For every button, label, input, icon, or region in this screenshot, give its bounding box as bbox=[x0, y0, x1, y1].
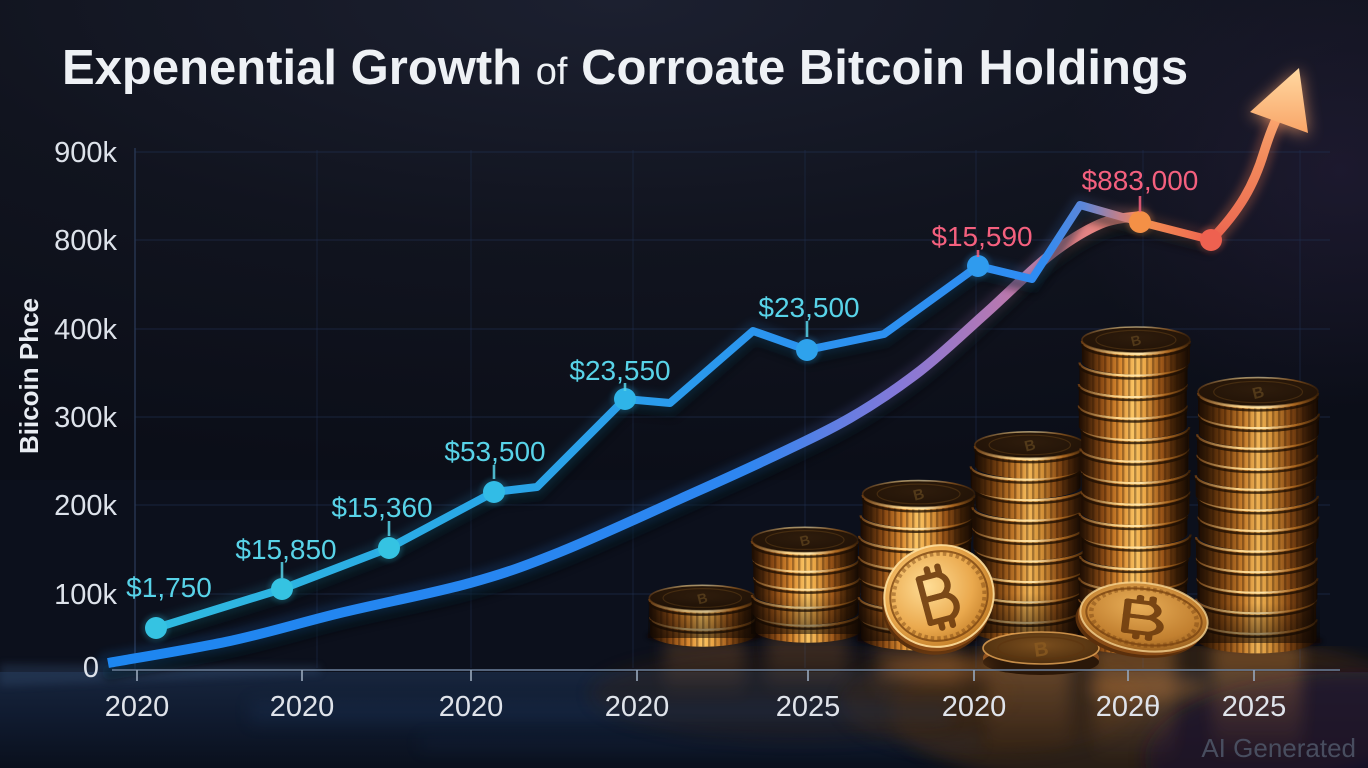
svg-text:$1,750: $1,750 bbox=[126, 572, 212, 603]
svg-text:300k: 300k bbox=[54, 402, 117, 434]
svg-text:$15,360: $15,360 bbox=[331, 492, 432, 523]
svg-text:400k: 400k bbox=[54, 314, 117, 346]
svg-text:B: B bbox=[798, 531, 812, 549]
svg-text:$23,500: $23,500 bbox=[758, 292, 859, 323]
svg-text:0: 0 bbox=[83, 652, 99, 684]
svg-text:$23,550: $23,550 bbox=[569, 355, 670, 386]
svg-text:2020: 2020 bbox=[439, 691, 504, 723]
svg-text:Expenential Growth of Corroate: Expenential Growth of Corroate Bitcoin H… bbox=[62, 41, 1188, 95]
svg-text:2025: 2025 bbox=[1222, 691, 1287, 723]
svg-text:100k: 100k bbox=[54, 579, 117, 611]
svg-text:2020: 2020 bbox=[270, 691, 335, 723]
svg-text:B: B bbox=[912, 485, 927, 504]
svg-text:800k: 800k bbox=[54, 225, 117, 257]
svg-text:AI Generated: AI Generated bbox=[1201, 733, 1356, 763]
svg-text:B: B bbox=[1129, 331, 1143, 349]
svg-text:B: B bbox=[1251, 384, 1266, 403]
svg-text:2020: 2020 bbox=[605, 691, 670, 723]
svg-text:2020: 2020 bbox=[105, 691, 170, 723]
svg-text:900k: 900k bbox=[54, 137, 117, 169]
svg-text:$15,850: $15,850 bbox=[235, 534, 336, 565]
svg-text:2025: 2025 bbox=[776, 691, 841, 723]
svg-text:B: B bbox=[1023, 436, 1038, 455]
svg-text:$883,000: $883,000 bbox=[1082, 165, 1199, 196]
svg-text:Biicoin Phce: Biicoin Phce bbox=[14, 298, 44, 454]
svg-text:200k: 200k bbox=[54, 490, 117, 522]
svg-text:2020: 2020 bbox=[942, 691, 1007, 723]
svg-text:$15,590: $15,590 bbox=[931, 221, 1032, 252]
svg-text:B: B bbox=[1033, 638, 1050, 662]
svg-text:202θ: 202θ bbox=[1096, 691, 1161, 723]
svg-text:$53,500: $53,500 bbox=[444, 436, 545, 467]
